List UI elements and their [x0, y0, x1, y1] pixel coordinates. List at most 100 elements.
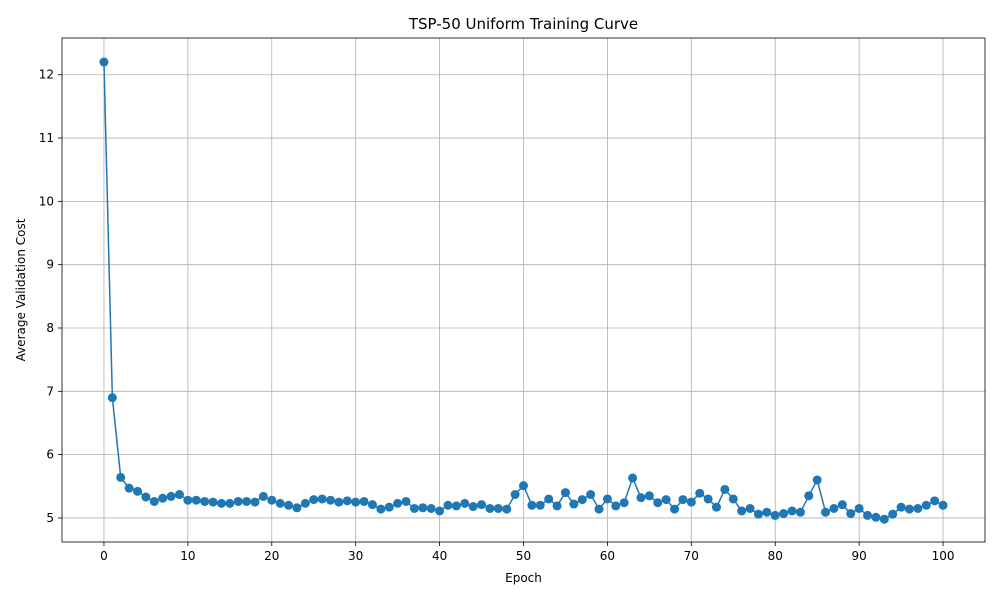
- data-point: [376, 504, 386, 514]
- data-point: [711, 502, 721, 512]
- data-point: [812, 475, 822, 485]
- data-point: [871, 512, 881, 522]
- data-point: [267, 495, 277, 505]
- data-point: [921, 500, 931, 510]
- data-point: [401, 496, 411, 506]
- data-point: [200, 496, 210, 506]
- data-point: [351, 497, 361, 507]
- data-point: [879, 514, 889, 524]
- data-point: [703, 494, 713, 504]
- data-point: [913, 503, 923, 513]
- data-point: [141, 492, 151, 502]
- data-point: [611, 501, 621, 511]
- data-point: [854, 503, 864, 513]
- data-point: [409, 503, 419, 513]
- data-point: [560, 488, 570, 498]
- data-point: [284, 500, 294, 510]
- data-point: [535, 500, 545, 510]
- data-point: [888, 509, 898, 519]
- data-point: [837, 500, 847, 510]
- data-point: [258, 491, 268, 501]
- data-point: [317, 494, 327, 504]
- data-point: [418, 503, 428, 513]
- x-tick-label: 80: [768, 549, 783, 563]
- x-tick-label: 10: [180, 549, 195, 563]
- data-point: [342, 496, 352, 506]
- data-point: [896, 502, 906, 512]
- data-point: [594, 504, 604, 514]
- data-point: [99, 57, 109, 67]
- data-point: [787, 506, 797, 516]
- data-point: [393, 498, 403, 508]
- axis-ticks: 0 10 20 30 40 50 60 70 80 90 100 5 6 7 8 9 10 11 12: [39, 68, 955, 563]
- data-point: [544, 494, 554, 504]
- data-point: [166, 491, 176, 501]
- data-point: [309, 495, 319, 505]
- data-point: [737, 506, 747, 516]
- data-point: [686, 497, 696, 507]
- data-point: [300, 498, 310, 508]
- data-point: [233, 496, 243, 506]
- data-point: [510, 490, 520, 500]
- x-tick-label: 0: [100, 549, 108, 563]
- data-point: [619, 498, 629, 508]
- data-point: [695, 488, 705, 498]
- y-tick-label: 12: [39, 68, 54, 82]
- data-point: [359, 496, 369, 506]
- data-point: [451, 501, 461, 511]
- data-point: [275, 498, 285, 508]
- data-point: [804, 491, 814, 501]
- data-point: [552, 501, 562, 511]
- data-point: [426, 503, 436, 513]
- data-point: [326, 495, 336, 505]
- chart-title: TSP-50 Uniform Training Curve: [408, 15, 638, 33]
- y-tick-label: 9: [46, 258, 54, 272]
- data-point: [930, 496, 940, 506]
- y-tick-label: 6: [46, 448, 54, 462]
- data-point: [720, 484, 730, 494]
- data-point: [661, 495, 671, 505]
- data-point: [460, 498, 470, 508]
- data-point: [636, 493, 646, 503]
- series-markers: [99, 57, 948, 524]
- data-point: [653, 498, 663, 508]
- data-point: [502, 504, 512, 514]
- data-point: [216, 498, 226, 508]
- data-point: [384, 502, 394, 512]
- data-point: [829, 503, 839, 513]
- data-point: [762, 507, 772, 517]
- data-point: [577, 495, 587, 505]
- data-point: [468, 502, 478, 512]
- data-point: [821, 507, 831, 517]
- data-point: [753, 509, 763, 519]
- data-point: [795, 507, 805, 517]
- data-point: [527, 500, 537, 510]
- data-point: [678, 495, 688, 505]
- data-point: [670, 504, 680, 514]
- data-point: [938, 500, 948, 510]
- data-point: [242, 496, 252, 506]
- data-point: [225, 498, 235, 508]
- y-tick-label: 8: [46, 321, 54, 335]
- x-tick-label: 40: [432, 549, 447, 563]
- x-tick-label: 20: [264, 549, 279, 563]
- data-point: [367, 500, 377, 510]
- x-tick-label: 100: [932, 549, 955, 563]
- data-point: [183, 495, 193, 505]
- y-tick-label: 11: [39, 131, 54, 145]
- x-axis-label: Epoch: [505, 571, 542, 585]
- data-point: [519, 481, 528, 491]
- data-point: [485, 503, 495, 513]
- y-tick-label: 5: [46, 511, 54, 525]
- data-point: [745, 503, 755, 513]
- data-point: [158, 493, 168, 503]
- data-point: [904, 504, 914, 514]
- data-point: [644, 491, 654, 501]
- data-point: [443, 500, 453, 510]
- data-point: [174, 490, 184, 500]
- x-tick-label: 60: [600, 549, 615, 563]
- data-point: [569, 499, 579, 509]
- data-point: [628, 473, 638, 483]
- data-point: [770, 510, 780, 520]
